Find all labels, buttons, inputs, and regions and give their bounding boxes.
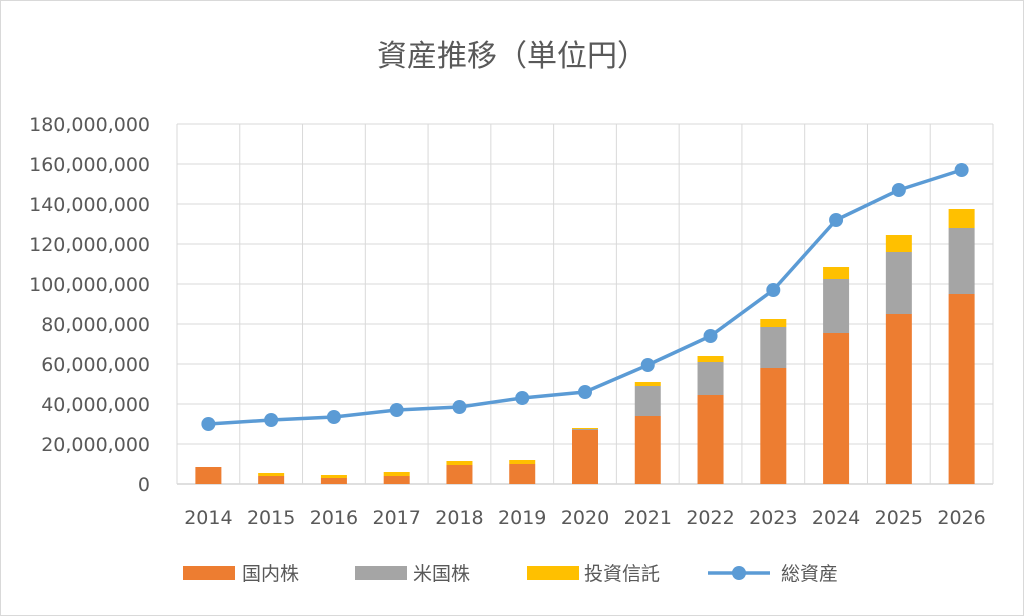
y-tick-label: 40,000,000 (41, 394, 150, 416)
bar-国内株 (697, 395, 724, 484)
legend-label-米国株: 米国株 (413, 563, 470, 585)
x-axis-ticks: 2014 2015 2016 2017 2018 2019 2020 2021 2022 2023… (184, 507, 986, 529)
bar-米国株 (948, 228, 975, 294)
legend-swatch-投資信託 (527, 566, 579, 580)
y-tick-label: 180,000,000 (29, 114, 150, 136)
bar-投資信託 (383, 472, 410, 476)
bar-国内株 (258, 476, 285, 484)
point-総資産 (515, 391, 530, 405)
bar-国内株 (760, 368, 787, 484)
bar-投資信託 (509, 460, 536, 464)
point-総資産 (954, 163, 969, 177)
bar-米国株 (572, 429, 598, 430)
x-tick-label: 2017 (373, 507, 421, 529)
y-axis-ticks: 0 20,000,000 40,000,000 60,000,000 80,000,00… (29, 114, 150, 496)
y-tick-label: 80,000,000 (41, 314, 150, 336)
legend-marker-総資産 (732, 566, 746, 580)
bar-投資信託 (634, 382, 661, 386)
bar-国内株 (823, 333, 850, 484)
point-総資産 (389, 403, 404, 417)
y-tick-label: 100,000,000 (29, 274, 150, 296)
bar-投資信託 (948, 209, 975, 228)
point-総資産 (578, 385, 592, 399)
bar-米国株 (760, 327, 787, 368)
legend-swatch-国内株 (183, 566, 235, 580)
point-総資産 (829, 213, 844, 227)
bar-国内株 (195, 467, 222, 484)
bar-投資信託 (320, 475, 347, 478)
bar-国内株 (383, 476, 410, 484)
x-tick-label: 2015 (247, 507, 295, 529)
x-tick-label: 2026 (937, 507, 985, 529)
bar-投資信託 (446, 461, 473, 465)
point-総資産 (640, 358, 655, 372)
x-tick-label: 2024 (812, 507, 860, 529)
point-総資産 (264, 413, 279, 427)
point-総資産 (452, 400, 467, 414)
x-tick-label: 2025 (875, 507, 923, 529)
y-tick-label: 120,000,000 (29, 234, 150, 256)
bar-投資信託 (572, 428, 598, 429)
x-tick-label: 2022 (686, 507, 734, 529)
point-総資産 (326, 410, 341, 424)
x-tick-label: 2018 (435, 507, 483, 529)
legend-swatch-米国株 (355, 566, 407, 580)
bar-国内株 (634, 416, 661, 484)
gridlines (176, 123, 994, 485)
y-tick-label: 60,000,000 (41, 354, 150, 376)
legend: 国内株 米国株 投資信託 総資産 (183, 563, 838, 585)
total-assets-line (201, 163, 969, 431)
legend-label-総資産: 総資産 (781, 563, 838, 585)
point-総資産 (766, 283, 781, 297)
bar-投資信託 (760, 319, 787, 327)
bar-国内株 (885, 314, 912, 484)
x-tick-label: 2019 (498, 507, 546, 529)
bar-投資信託 (258, 473, 285, 476)
bar-投資信託 (697, 356, 724, 362)
y-tick-label: 20,000,000 (41, 434, 150, 456)
bar-米国株 (885, 252, 912, 314)
y-tick-label: 0 (138, 474, 150, 496)
bar-国内株 (509, 464, 536, 484)
x-tick-label: 2014 (184, 507, 232, 529)
bar-国内株 (446, 465, 473, 484)
point-総資産 (703, 329, 718, 343)
bar-国内株 (320, 478, 347, 484)
point-総資産 (891, 183, 906, 197)
bars (195, 209, 975, 484)
bar-米国株 (697, 362, 724, 395)
x-tick-label: 2020 (561, 507, 609, 529)
bar-投資信託 (823, 267, 850, 279)
y-tick-label: 160,000,000 (29, 154, 150, 176)
chart-title: 資産推移（単位円） (377, 39, 647, 74)
y-tick-label: 140,000,000 (29, 194, 150, 216)
legend-label-国内株: 国内株 (242, 563, 299, 585)
x-tick-label: 2023 (749, 507, 797, 529)
x-tick-label: 2021 (624, 507, 672, 529)
bar-米国株 (634, 386, 661, 416)
bar-米国株 (823, 279, 850, 333)
legend-label-投資信託: 投資信託 (584, 563, 660, 585)
bar-国内株 (948, 294, 975, 484)
x-tick-label: 2016 (310, 507, 358, 529)
bar-投資信託 (885, 235, 912, 252)
bar-国内株 (572, 430, 598, 484)
point-総資産 (201, 417, 216, 431)
